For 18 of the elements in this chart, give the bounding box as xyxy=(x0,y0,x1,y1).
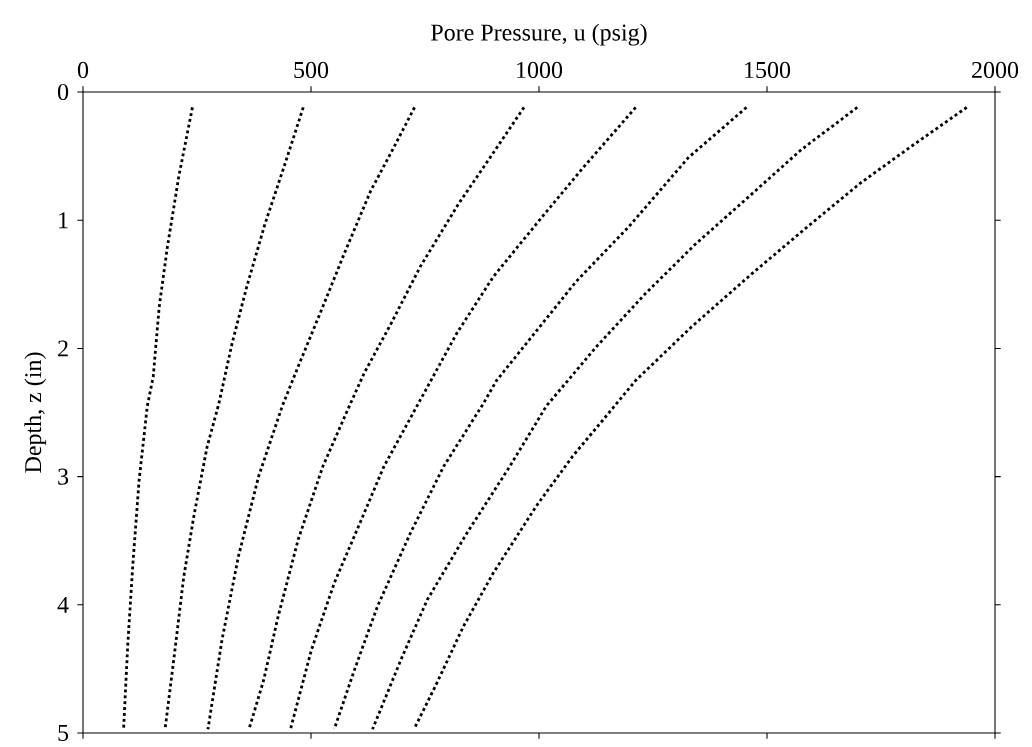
y-tick-label: 4 xyxy=(57,596,69,613)
y-tick-label: 5 xyxy=(58,725,69,741)
y-tick-label: 3 xyxy=(58,468,69,485)
x-tick-label: 1000 xyxy=(517,61,563,79)
line-series xyxy=(289,106,638,731)
line-series xyxy=(122,106,194,731)
y-tick-label: 1 xyxy=(59,212,68,229)
x-tick-label: 0 xyxy=(77,61,89,79)
x-tick-label: 500 xyxy=(294,61,329,79)
line-series xyxy=(332,106,748,731)
x-tick-label: 1500 xyxy=(745,61,791,79)
y-axis-title: Depth, z (in) xyxy=(24,352,47,473)
line-series xyxy=(206,106,416,731)
x-axis-title: Pore Pressure, u (psig) xyxy=(431,23,647,46)
y-tick-label: 0 xyxy=(57,83,69,101)
x-tick-label: 2000 xyxy=(972,61,1019,79)
y-tick-label: 2 xyxy=(58,340,68,357)
line-series xyxy=(371,106,859,731)
